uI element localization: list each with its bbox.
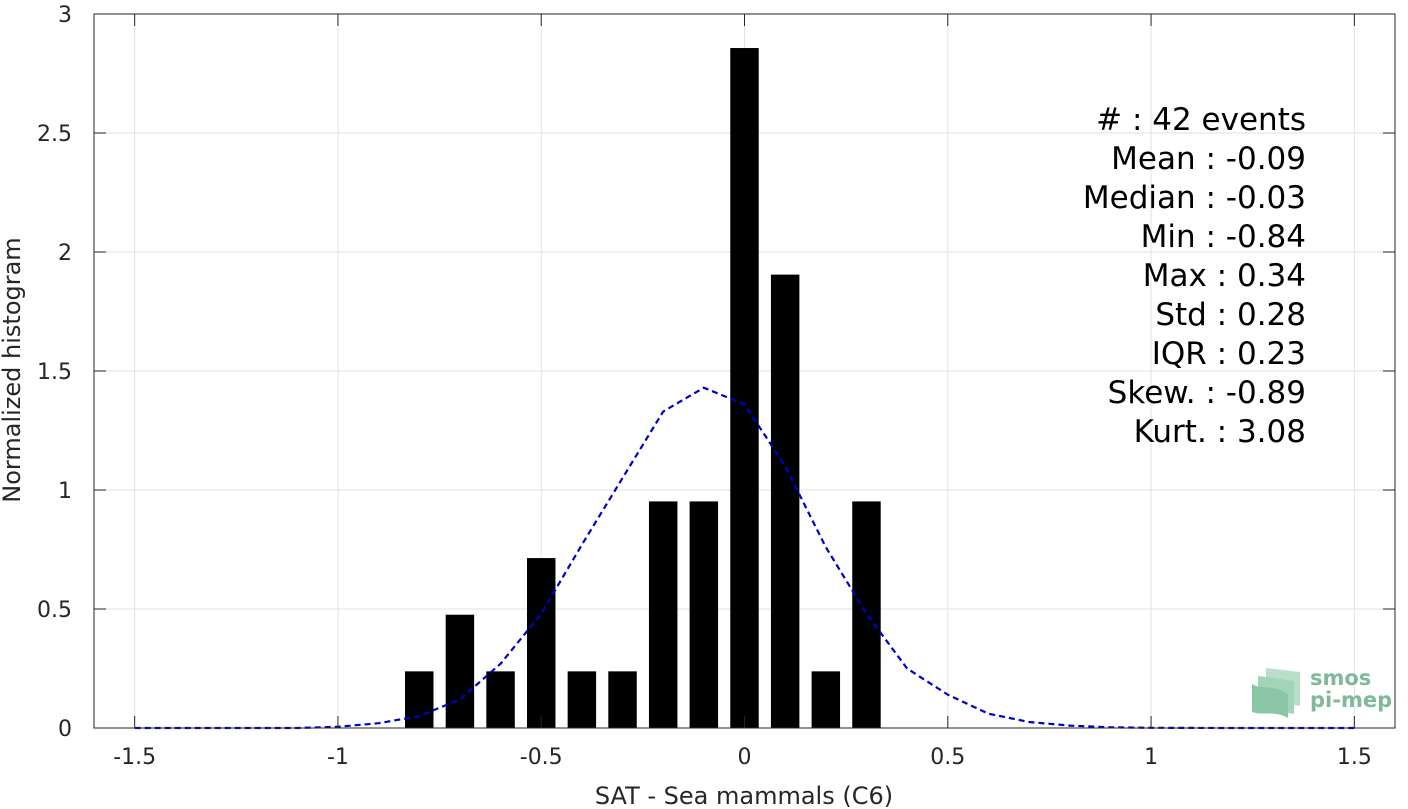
y-tick-label: 1.5 (37, 360, 72, 385)
x-tick-labels: -1.5 -1 -0.5 0 0.5 1 1.5 (113, 745, 1372, 770)
y-tick-label: 2.5 (37, 122, 72, 147)
y-tick-label: 1 (58, 479, 72, 504)
y-tick-label: 2 (58, 241, 72, 266)
stat-line: Median : -0.03 (1083, 180, 1306, 216)
x-tick-label: 1.5 (1337, 745, 1372, 770)
stat-line: IQR : 0.23 (1152, 336, 1306, 372)
stat-line: # : 42 events (1096, 102, 1306, 138)
histogram-bar (811, 671, 841, 728)
histogram-bars (405, 48, 881, 729)
y-axis-label: Normalized histogram (0, 237, 26, 502)
histogram-bar (852, 501, 881, 728)
histogram-bar (730, 48, 759, 729)
histogram-bar (689, 501, 719, 728)
logo-text-smos: smos (1310, 666, 1371, 690)
stat-line: Max : 0.34 (1143, 258, 1306, 294)
x-tick-label: 1 (1144, 745, 1158, 770)
x-tick-label: -1.5 (113, 745, 156, 770)
histogram-bar (405, 671, 434, 728)
stat-line: Std : 0.28 (1155, 297, 1306, 333)
normal-fit-curve (134, 386, 1355, 730)
histogram-bar (486, 671, 515, 728)
stat-line: Mean : -0.09 (1111, 141, 1306, 177)
logo-text-pimep: pi-mep (1310, 688, 1392, 712)
histogram-bar (648, 501, 678, 728)
y-tick-label: 3 (58, 3, 72, 28)
smos-pimep-logo: smos pi-mep (1252, 666, 1392, 718)
axes-frame (93, 13, 1396, 729)
y-tick-labels: 0 0.5 1 1.5 2 2.5 3 (37, 3, 72, 742)
y-tick-label: 0 (58, 717, 72, 742)
x-tick-label: 0.5 (930, 745, 965, 770)
stat-line: Kurt. : 3.08 (1134, 414, 1306, 450)
stat-line: Min : -0.84 (1141, 219, 1306, 255)
x-tick-label: -1 (327, 745, 349, 770)
fit-curve-line (134, 386, 1355, 730)
histogram-bar (567, 671, 597, 728)
x-axis-label: SAT - Sea mammals (C6) (595, 782, 893, 809)
stat-line: Skew. : -0.89 (1108, 375, 1306, 411)
y-tick-label: 0.5 (37, 598, 72, 623)
x-tick-label: -0.5 (520, 745, 563, 770)
histogram-bar (526, 558, 556, 728)
histogram-bar (445, 614, 475, 728)
histogram-bar (608, 671, 637, 728)
smos-pimep-logo-icon (1252, 668, 1300, 718)
histogram-bar (770, 274, 800, 728)
x-tick-label: 0 (738, 745, 752, 770)
